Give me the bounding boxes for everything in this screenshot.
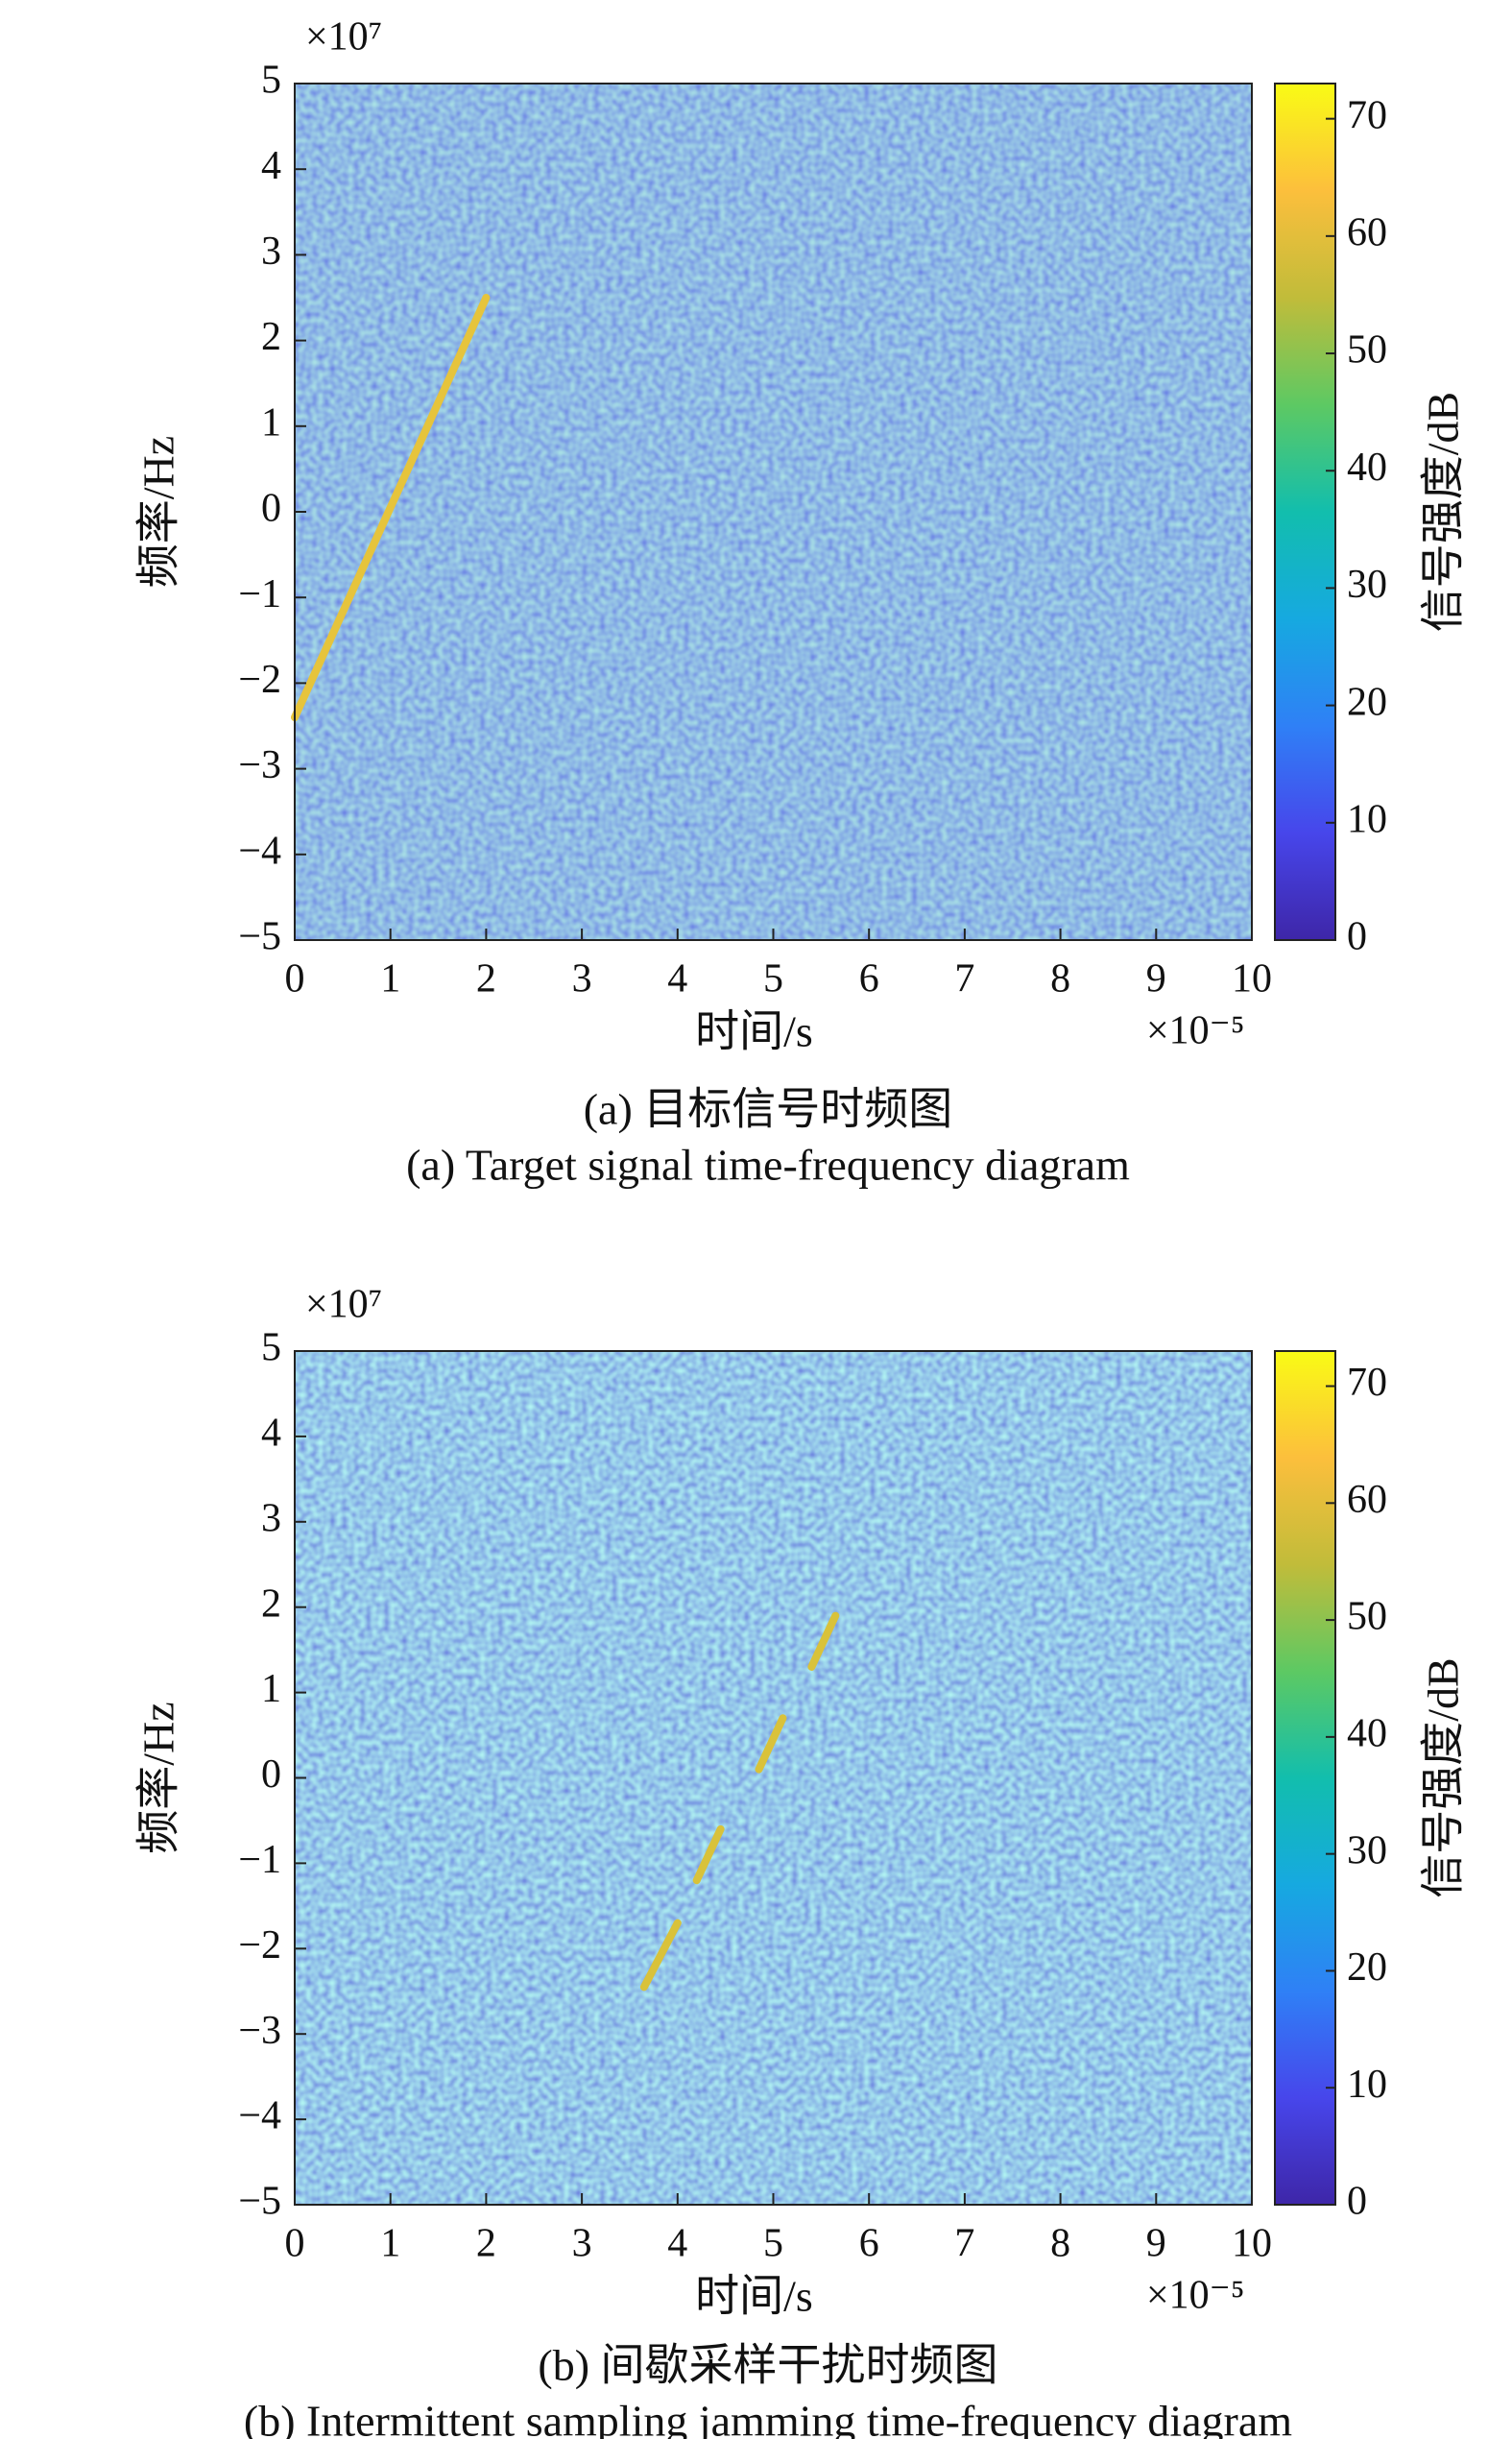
x-tick-label: 10 (1232, 2222, 1272, 2266)
colorbar-tick-label: 40 (1347, 1712, 1387, 1756)
signal-line (291, 294, 491, 722)
x-tick-label: 9 (1146, 2222, 1166, 2266)
y-tick-label: −3 (238, 743, 281, 787)
signal-line (639, 1611, 840, 1992)
y-tick-label: 5 (261, 59, 281, 103)
y-tick-label: −4 (238, 829, 281, 873)
y-tick-label: −1 (238, 572, 281, 616)
colorbar-label: 信号强度/dB (1419, 392, 1468, 632)
colorbar-tick-label: 0 (1347, 2180, 1367, 2224)
colorbar-tick-label: 50 (1347, 328, 1387, 373)
x-tick-label: 6 (859, 2222, 879, 2266)
spectrogram-background (295, 84, 1252, 940)
y-tick-label: 4 (261, 144, 281, 188)
y-multiplier: ×10⁷ (305, 15, 382, 60)
x-tick-label: 2 (476, 957, 496, 1002)
y-axis-label: 频率/Hz (134, 436, 183, 588)
x-tick-label: 5 (763, 957, 783, 1002)
caption-en: (b) Intermittent sampling jamming time-f… (244, 2397, 1292, 2439)
x-tick-label: 3 (572, 2222, 592, 2266)
y-tick-label: 1 (261, 1667, 281, 1711)
x-tick-label: 4 (667, 957, 687, 1002)
x-tick-label: 1 (380, 957, 400, 1002)
colorbar-tick-label: 10 (1347, 797, 1387, 841)
x-tick-label: 3 (572, 957, 592, 1002)
y-tick-label: 1 (261, 400, 281, 445)
colorbar-label: 信号强度/dB (1419, 1657, 1468, 1897)
x-tick-label: 8 (1050, 957, 1070, 1002)
y-tick-label: 3 (261, 1496, 281, 1540)
x-axis-label: 时间/s (695, 2272, 813, 2321)
colorbar-tick-label: 0 (1347, 915, 1367, 959)
x-tick-label: 5 (763, 2222, 783, 2266)
caption-en: (a) Target signal time-frequency diagram (406, 1141, 1130, 1190)
x-tick-label: 7 (954, 957, 974, 1002)
colorbar-tick-label: 30 (1347, 1828, 1387, 1872)
colorbar-tick-label: 60 (1347, 210, 1387, 254)
caption-cn: (a) 目标信号时频图 (584, 1085, 953, 1134)
colorbar-tick-label: 20 (1347, 1945, 1387, 1990)
y-axis-label: 频率/Hz (134, 1702, 183, 1853)
y-tick-label: 0 (261, 487, 281, 531)
x-multiplier: ×10⁻⁵ (1146, 1009, 1245, 1053)
colorbar-tick-label: 70 (1347, 1361, 1387, 1405)
y-tick-label: −5 (238, 2180, 281, 2224)
colorbar-tick-label: 30 (1347, 563, 1387, 607)
x-tick-label: 1 (380, 2222, 400, 2266)
colorbar-tick-label: 70 (1347, 93, 1387, 137)
y-tick-label: 2 (261, 315, 281, 359)
spectrogram-background (295, 1351, 1252, 2205)
x-tick-label: 9 (1146, 957, 1166, 1002)
chart: 0 1 2 3 4 5 6 7 8 9 10 −5 −4 −3 −2 −1 0 1 2 3 4 5 时间/s 频率/Hz ×10… (134, 15, 1468, 1190)
colorbar-tick-label: 50 (1347, 1595, 1387, 1639)
colorbar-tick-label: 10 (1347, 2063, 1387, 2107)
x-tick-label: 8 (1050, 2222, 1070, 2266)
y-tick-label: −1 (238, 1838, 281, 1882)
x-tick-label: 10 (1232, 957, 1272, 1002)
y-multiplier: ×10⁷ (305, 1283, 382, 1327)
x-tick-label: 0 (285, 2222, 305, 2266)
y-tick-label: 5 (261, 1326, 281, 1370)
y-tick-label: −4 (238, 2094, 281, 2138)
x-tick-label: 6 (859, 957, 879, 1002)
x-tick-label: 2 (476, 2222, 496, 2266)
y-tick-label: 3 (261, 229, 281, 274)
x-tick-label: 7 (954, 2222, 974, 2266)
y-tick-label: −2 (238, 1923, 281, 1968)
caption-cn: (b) 间歇采样干扰时频图 (538, 2341, 997, 2390)
chart: 0 1 2 3 4 5 6 7 8 9 10 −5 −4 −3 −2 −1 0 1 2 3 4 5 时间/s 频率/Hz ×10… (134, 1283, 1468, 2439)
x-axis-label: 时间/s (695, 1007, 813, 1056)
colorbar-tick-label: 40 (1347, 446, 1387, 490)
y-tick-label: 2 (261, 1582, 281, 1626)
colorbar-tick-label: 60 (1347, 1478, 1387, 1522)
colorbar-tick-label: 20 (1347, 680, 1387, 724)
colorbar (1274, 1350, 1336, 2206)
y-tick-label: −5 (238, 915, 281, 959)
x-tick-label: 4 (667, 2222, 687, 2266)
colorbar (1274, 83, 1336, 941)
x-tick-label: 0 (285, 957, 305, 1002)
x-multiplier: ×10⁻⁵ (1146, 2274, 1245, 2318)
y-tick-label: 0 (261, 1752, 281, 1797)
y-tick-label: 4 (261, 1412, 281, 1456)
y-tick-label: −3 (238, 2009, 281, 2053)
y-tick-label: −2 (238, 658, 281, 702)
